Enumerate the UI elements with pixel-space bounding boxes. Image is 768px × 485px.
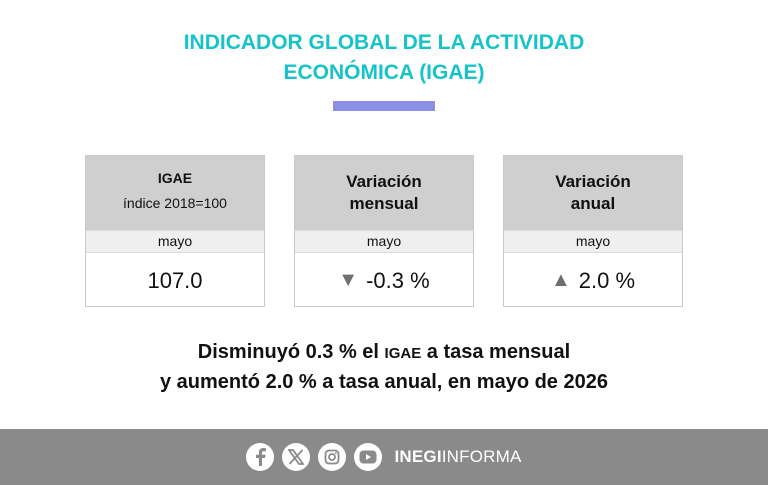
- card-header: IGAE índice 2018=100: [86, 156, 264, 230]
- card-header: Variación mensual: [295, 156, 473, 230]
- annual-variation-card: Variación anual mayo ▲ 2.0 %: [503, 155, 683, 307]
- card-title-line2: anual: [570, 194, 616, 213]
- page-title: INDICADOR GLOBAL DE LA ACTIVIDAD ECONÓMI…: [0, 28, 768, 88]
- card-value-text: -0.3 %: [366, 267, 430, 293]
- summary-line1: Disminuyó 0.3 % el IGAE a tasa mensual: [0, 338, 768, 368]
- card-value-text: 107.0: [147, 267, 203, 293]
- igae-index-card: IGAE índice 2018=100 mayo 107.0: [85, 155, 265, 307]
- x-icon[interactable]: [282, 443, 311, 471]
- title-accent-bar: [333, 101, 435, 111]
- youtube-icon[interactable]: [354, 443, 383, 471]
- up-triangle-icon: ▲: [550, 269, 571, 291]
- summary-line1-part1: Disminuyó 0.3 % el: [197, 341, 379, 363]
- summary-line2: y aumentó 2.0 % a tasa anual, en mayo de…: [160, 371, 608, 393]
- footer-bar: INEGIINFORMA: [0, 429, 768, 485]
- card-period: mayo: [295, 230, 473, 253]
- card-title-line1: Variación: [555, 172, 631, 191]
- instagram-icon[interactable]: [318, 443, 347, 471]
- monthly-variation-card: Variación mensual mayo ▼ -0.3 %: [294, 155, 474, 307]
- brand-bold: INEGI: [394, 447, 442, 466]
- card-value: ▲ 2.0 %: [504, 253, 682, 308]
- card-value-text: 2.0 %: [578, 267, 636, 293]
- brand-light: INFORMA: [441, 447, 522, 466]
- card-period: mayo: [504, 230, 682, 253]
- page-title-line2: ECONÓMICA (IGAE): [283, 61, 485, 84]
- summary-line1-part2: a tasa mensual: [426, 341, 571, 363]
- card-period: mayo: [86, 230, 264, 253]
- card-header: Variación anual: [504, 156, 682, 230]
- card-title: IGAE: [157, 170, 193, 186]
- brand-logo: INEGIINFORMA: [394, 447, 521, 467]
- card-value: ▼ -0.3 %: [295, 253, 473, 308]
- card-title-line2: mensual: [349, 194, 419, 213]
- card-value: 107.0: [86, 253, 264, 308]
- down-triangle-icon: ▼: [338, 269, 359, 291]
- summary-abbreviation: IGAE: [384, 345, 422, 362]
- summary-text: Disminuyó 0.3 % el IGAE a tasa mensual y…: [0, 338, 768, 396]
- page-title-line1: INDICADOR GLOBAL DE LA ACTIVIDAD: [183, 31, 585, 54]
- card-title-line1: Variación: [346, 172, 422, 191]
- facebook-icon[interactable]: [246, 443, 275, 471]
- card-subtitle: índice 2018=100: [123, 195, 227, 211]
